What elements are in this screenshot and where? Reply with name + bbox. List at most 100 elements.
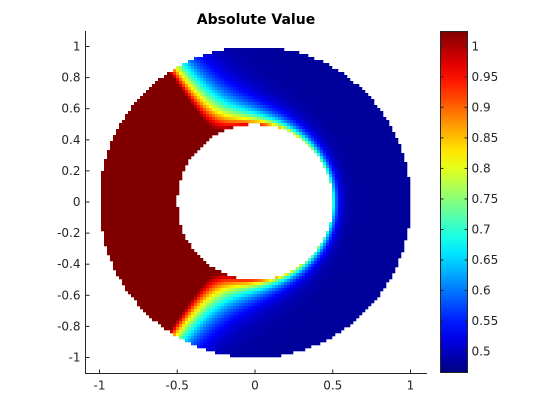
field-cell [371,153,375,157]
field-cell [392,201,396,205]
field-cell [368,144,372,148]
field-cell [128,216,132,220]
field-cell [317,261,321,265]
field-cell [221,75,225,79]
field-cell [179,120,183,124]
field-cell [182,261,186,265]
field-cell [359,132,363,136]
field-cell [350,84,354,88]
field-cell [206,99,210,103]
field-cell [362,177,366,181]
field-cell [317,273,321,277]
field-cell [137,141,141,145]
field-cell [362,285,366,289]
field-cell [206,54,210,58]
field-cell [311,279,315,283]
field-cell [131,168,135,172]
field-cell [257,93,261,97]
field-cell [197,147,201,151]
field-cell [368,255,372,259]
field-cell [260,111,264,115]
field-cell [365,267,369,271]
field-cell [161,225,165,229]
field-cell [218,288,222,292]
field-cell [377,255,381,259]
field-cell [302,135,306,139]
field-cell [104,174,108,178]
field-cell [320,282,324,286]
field-cell [104,204,108,208]
field-cell [269,51,273,55]
field-cell [293,126,297,130]
field-cell [167,180,171,184]
field-cell [350,174,354,178]
field-cell [215,117,219,121]
field-cell [329,168,333,172]
field-cell [158,93,162,97]
field-cell [362,165,366,169]
field-cell [323,69,327,73]
field-cell [350,105,354,109]
field-cell [314,123,318,127]
field-cell [296,135,300,139]
field-cell [308,132,312,136]
field-cell [359,273,363,277]
field-cell [389,207,393,211]
field-cell [272,96,276,100]
field-cell [326,150,330,154]
field-cell [179,162,183,166]
field-cell [296,111,300,115]
field-cell [404,219,408,223]
field-cell [344,141,348,145]
field-cell [287,105,291,109]
field-cell [104,180,108,184]
field-cell [137,159,141,163]
field-cell [329,270,333,274]
field-cell [140,237,144,241]
field-cell [149,258,153,262]
field-cell [110,183,114,187]
field-cell [329,264,333,268]
field-cell [317,270,321,274]
field-cell [146,105,150,109]
field-cell [155,105,159,109]
field-cell [380,138,384,142]
field-cell [224,93,228,97]
field-cell [122,246,126,250]
field-cell [377,159,381,163]
field-cell [356,156,360,160]
field-cell [221,63,225,67]
field-cell [164,267,168,271]
field-cell [107,213,111,217]
field-cell [314,132,318,136]
field-cell [350,204,354,208]
field-cell [128,138,132,142]
field-cell [200,84,204,88]
field-cell [164,144,168,148]
field-cell [182,285,186,289]
field-cell [131,216,135,220]
field-cell [332,147,336,151]
field-cell [332,264,336,268]
field-cell [392,213,396,217]
field-cell [392,264,396,268]
field-cell [128,210,132,214]
field-cell [149,225,153,229]
field-cell [347,270,351,274]
field-cell [344,276,348,280]
field-cell [149,114,153,118]
field-cell [170,174,174,178]
field-cell [155,141,159,145]
field-cell [200,126,204,130]
field-cell [296,276,300,280]
field-cell [152,186,156,190]
field-cell [179,168,183,172]
field-cell [278,48,282,52]
field-cell [209,270,213,274]
field-cell [167,126,171,130]
field-cell [131,189,135,193]
field-cell [248,90,252,94]
field-cell [308,66,312,70]
field-cell [362,132,366,136]
field-cell [134,111,138,115]
